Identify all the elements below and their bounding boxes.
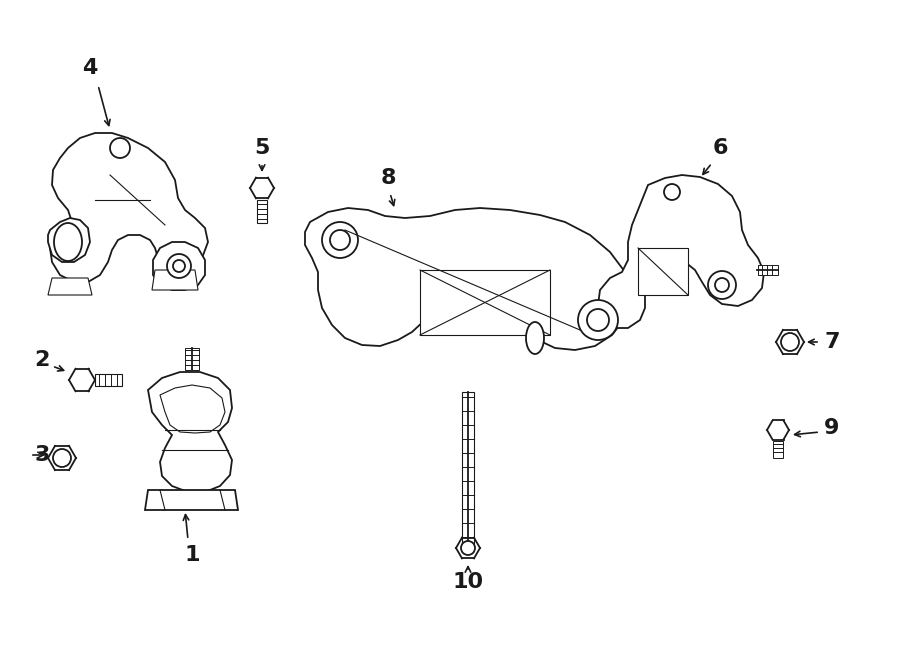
Text: 4: 4	[82, 58, 98, 78]
Circle shape	[715, 278, 729, 292]
Circle shape	[781, 333, 799, 351]
Text: 1: 1	[184, 545, 200, 565]
Polygon shape	[48, 218, 90, 262]
Polygon shape	[638, 248, 688, 295]
Ellipse shape	[526, 322, 544, 354]
Circle shape	[173, 260, 185, 272]
Polygon shape	[305, 208, 630, 350]
Circle shape	[110, 138, 130, 158]
Text: 3: 3	[34, 445, 50, 465]
Polygon shape	[160, 385, 225, 433]
Text: 5: 5	[255, 138, 270, 158]
Polygon shape	[257, 200, 267, 223]
Text: 10: 10	[453, 572, 483, 592]
Polygon shape	[50, 133, 208, 282]
Circle shape	[461, 541, 475, 555]
Circle shape	[578, 300, 618, 340]
Polygon shape	[420, 270, 550, 335]
Circle shape	[53, 449, 71, 467]
Polygon shape	[148, 372, 232, 492]
Text: 2: 2	[34, 350, 50, 370]
Circle shape	[587, 309, 609, 331]
Polygon shape	[95, 374, 122, 386]
Polygon shape	[48, 278, 92, 295]
Polygon shape	[153, 242, 205, 290]
Polygon shape	[145, 490, 238, 510]
Text: 8: 8	[380, 168, 396, 188]
Polygon shape	[758, 265, 778, 275]
Text: 7: 7	[824, 332, 840, 352]
Circle shape	[322, 222, 358, 258]
Text: 9: 9	[824, 418, 840, 438]
Circle shape	[708, 271, 736, 299]
Polygon shape	[773, 441, 783, 458]
Circle shape	[167, 254, 191, 278]
Text: 6: 6	[712, 138, 728, 158]
Polygon shape	[462, 392, 474, 548]
Ellipse shape	[54, 223, 82, 261]
Circle shape	[664, 184, 680, 200]
Polygon shape	[152, 270, 198, 290]
Circle shape	[330, 230, 350, 250]
Polygon shape	[598, 175, 764, 328]
Polygon shape	[185, 348, 199, 370]
